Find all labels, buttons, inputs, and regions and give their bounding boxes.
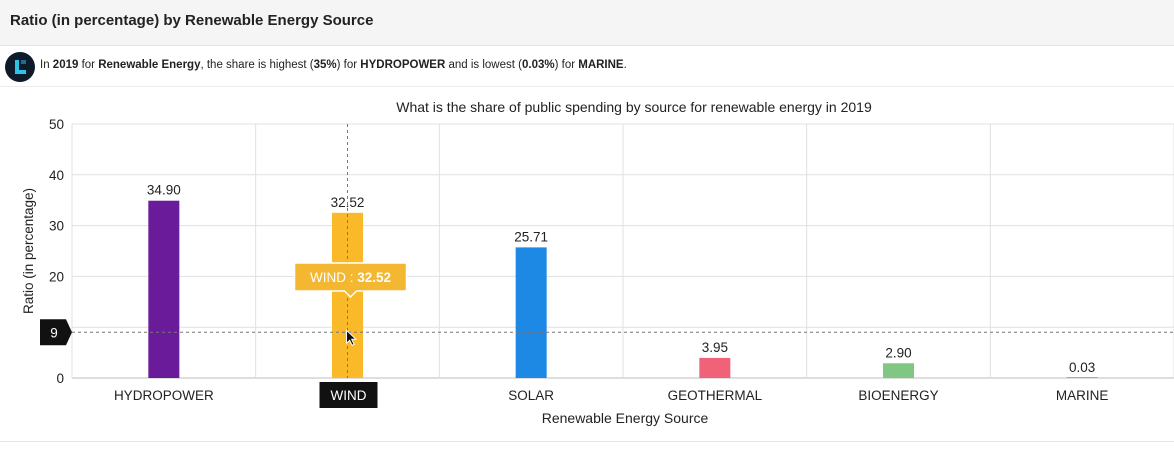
y-cursor-label: 9 — [50, 325, 58, 340]
bar-value-label: 0.03 — [1069, 360, 1095, 375]
y-tick-label: 0 — [56, 371, 64, 386]
insight-bar: In 2019 for Renewable Energy, the share … — [0, 47, 1174, 87]
y-tick-label: 50 — [49, 117, 64, 132]
y-axis-label: Ratio (in percentage) — [21, 188, 36, 314]
footer-divider — [0, 441, 1174, 442]
x-tick-label: BIOENERGY — [858, 388, 938, 403]
bar-value-label: 3.95 — [702, 340, 728, 355]
chart-header: Ratio (in percentage) by Renewable Energ… — [0, 0, 1174, 46]
bar-value-label: 2.90 — [885, 345, 911, 360]
tooltip-label: WIND : — [310, 270, 357, 285]
y-tick-label: 40 — [49, 168, 64, 183]
bar-value-label: 25.71 — [514, 229, 548, 244]
bar-solar — [515, 247, 547, 378]
bar-geothermal — [699, 357, 731, 378]
x-tick-label: WIND — [331, 388, 367, 403]
chart-title: What is the share of public spending by … — [396, 99, 872, 115]
bar-marine — [1066, 377, 1098, 378]
x-axis-label: Renewable Energy Source — [542, 410, 709, 426]
x-tick-label: GEOTHERMAL — [668, 388, 763, 403]
tooltip-value: 32.52 — [357, 270, 391, 285]
page-title: Ratio (in percentage) by Renewable Energ… — [10, 12, 374, 29]
mouse-cursor-icon — [346, 329, 358, 346]
insight-text: In 2019 for Renewable Energy, the share … — [40, 59, 627, 71]
y-tick-label: 30 — [49, 219, 64, 234]
tooltip-box — [293, 262, 408, 299]
y-tick-label: 20 — [49, 269, 64, 284]
brand-logo-icon — [5, 52, 35, 82]
x-tick-label: HYDROPOWER — [114, 388, 214, 403]
x-tick-label: MARINE — [1056, 388, 1109, 403]
tooltip-text: WIND : 32.52 — [310, 270, 391, 285]
x-tick-label: SOLAR — [508, 388, 554, 403]
bar-value-label: 34.90 — [147, 183, 181, 198]
bar-chart[interactable]: What is the share of public spending by … — [0, 88, 1174, 438]
y-cursor-label-bg — [40, 319, 72, 346]
bar-bioenergy — [883, 363, 914, 378]
bar-hydropower — [148, 200, 180, 378]
x-hover-label-bg — [319, 382, 378, 408]
